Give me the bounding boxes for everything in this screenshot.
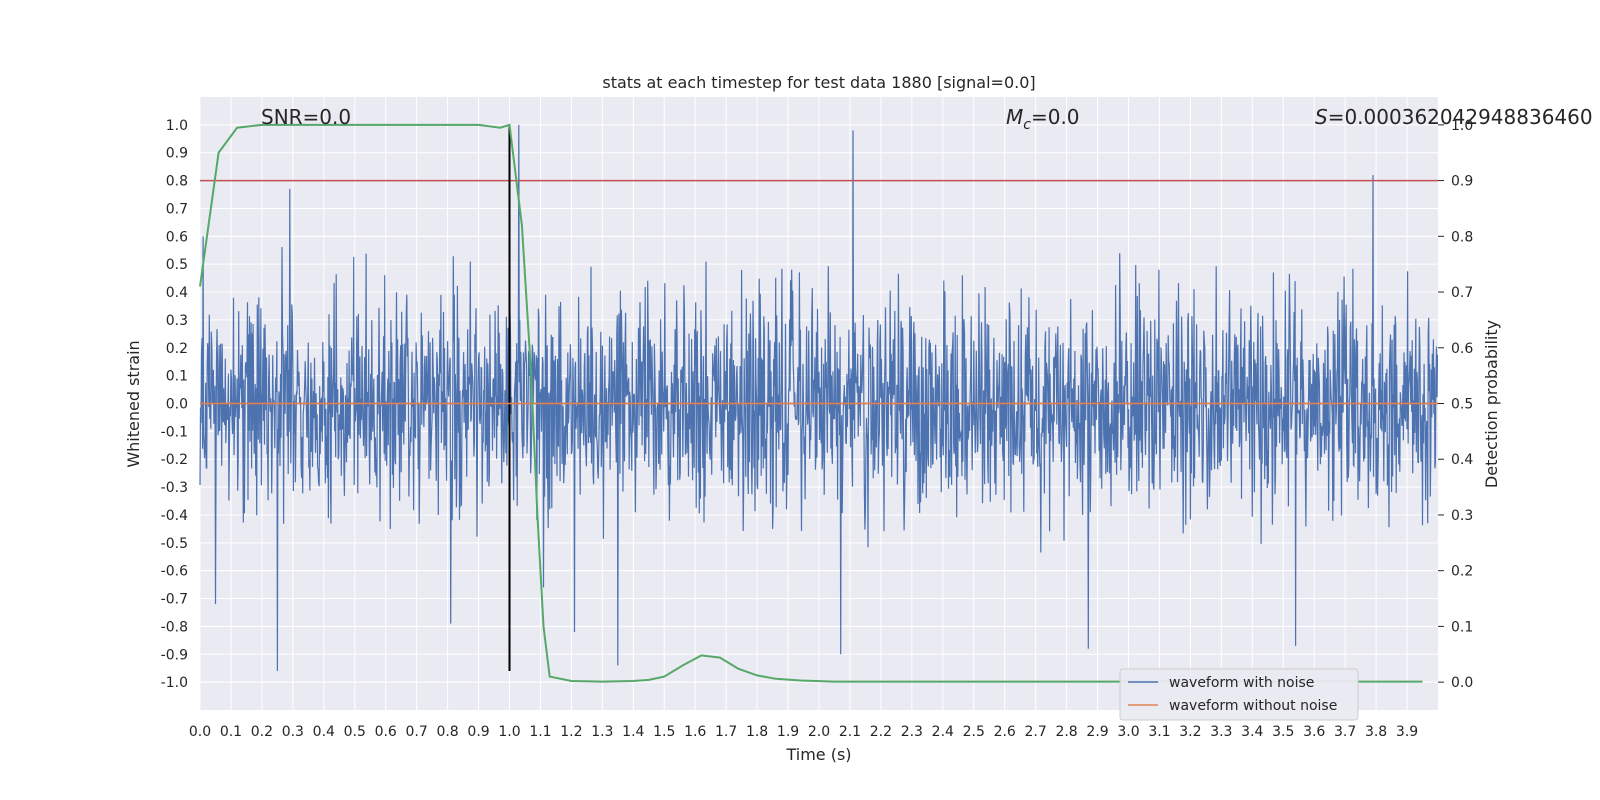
s-annotation: S=0.000362042948836460 — [1315, 105, 1593, 129]
y-ticks: 1.0 0.9 0.8 0.7 0.6 0.5 0.4 0.3 0.2 0.1 0.0 -0.1 -0.… — [161, 118, 188, 691]
x-tick-label: 1.3 — [591, 724, 613, 740]
x-tick-label: 3.7 — [1334, 724, 1356, 740]
y-ticks-right: 1.0 0.9 0.8 0.7 0.6 0.5 0.4 0.3 0.2 0.1 0.0 — [1438, 118, 1473, 691]
y-right-tick-label: 0.0 — [1451, 675, 1473, 691]
x-tick-label: 1.9 — [777, 724, 799, 740]
y-right-tick-label: 0.6 — [1451, 341, 1473, 357]
y-tick-label: -0.8 — [161, 619, 188, 635]
mc-value: =0.0 — [1031, 105, 1080, 129]
x-tick-label: 2.5 — [963, 724, 985, 740]
x-tick-label: 3.8 — [1365, 724, 1387, 740]
y-right-tick-label: 0.1 — [1451, 619, 1473, 635]
x-tick-label: 1.5 — [653, 724, 675, 740]
y-right-tick-label: 0.7 — [1451, 285, 1473, 301]
x-tick-label: 2.9 — [1086, 724, 1108, 740]
y-right-tick-label: 0.9 — [1451, 174, 1473, 190]
x-tick-label: 3.6 — [1303, 724, 1325, 740]
x-tick-label: 3.4 — [1241, 724, 1263, 740]
x-tick-label: 2.1 — [839, 724, 861, 740]
legend-box — [1119, 668, 1359, 721]
detection-probability-line — [199, 123, 1423, 683]
x-tick-label: 2.2 — [870, 724, 892, 740]
x-tick-label: 0.8 — [436, 724, 458, 740]
y-tick-label: -0.1 — [161, 424, 188, 440]
y-tick-label: 0.1 — [166, 369, 188, 385]
x-tick-label: 3.5 — [1272, 724, 1294, 740]
mc-annotation: Mc=0.0 — [1006, 105, 1080, 133]
x-tick-label: 2.3 — [901, 724, 923, 740]
y-tick-label: 0.4 — [166, 285, 188, 301]
x-tick-label: 3.2 — [1179, 724, 1201, 740]
chart-title: stats at each timestep for test data 188… — [602, 73, 1035, 92]
y-tick-label: 1.0 — [166, 118, 188, 134]
x-tick-label: 0.9 — [467, 724, 489, 740]
y-tick-label: 0.9 — [166, 146, 188, 162]
y-right-tick-label: 0.5 — [1451, 397, 1473, 413]
mc-subscript: c — [1023, 117, 1031, 133]
s-symbol: S — [1315, 105, 1328, 129]
x-tick-label: 1.7 — [715, 724, 737, 740]
x-tick-label: 3.9 — [1396, 724, 1418, 740]
mc-symbol: M — [1006, 105, 1023, 129]
snr-annotation: SNR=0.0 — [261, 105, 351, 129]
legend-label-noise: waveform with noise — [1169, 675, 1314, 691]
y-tick-label: 0.7 — [166, 201, 188, 217]
y-tick-label: 0.3 — [166, 313, 188, 329]
y-tick-label: 0.0 — [166, 397, 188, 413]
x-tick-label: 3.0 — [1117, 724, 1139, 740]
x-tick-label: 3.3 — [1210, 724, 1232, 740]
x-tick-label: 1.4 — [622, 724, 644, 740]
x-tick-label: 0.7 — [406, 724, 428, 740]
y-tick-label: -0.9 — [161, 647, 188, 663]
s-value: =0.000362042948836460 — [1328, 105, 1593, 129]
y-tick-label: 0.2 — [166, 341, 188, 357]
y-axis-label: Whitened strain — [124, 340, 143, 467]
legend-label-clean: waveform without noise — [1169, 698, 1337, 714]
chart-lines — [199, 123, 1438, 683]
noise-waveform-line — [199, 124, 1439, 672]
x-tick-label: 0.1 — [220, 724, 242, 740]
y-tick-label: -0.2 — [161, 452, 188, 468]
x-tick-label: 0.5 — [344, 724, 366, 740]
x-tick-label: 2.4 — [932, 724, 954, 740]
y-tick-label: 0.6 — [166, 229, 188, 245]
x-tick-label: 2.8 — [1055, 724, 1077, 740]
x-tick-label: 2.6 — [994, 724, 1016, 740]
y-tick-label: -1.0 — [161, 675, 188, 691]
y-right-tick-label: 0.4 — [1451, 452, 1473, 468]
y-tick-label: -0.6 — [161, 564, 188, 580]
y-tick-label: 0.5 — [166, 257, 188, 273]
y-tick-label: -0.5 — [161, 536, 188, 552]
x-ticks: 0.0 0.1 0.2 0.3 0.4 0.5 0.6 0.7 0.8 0.9 1.0 1.1 1.2 1… — [189, 724, 1418, 740]
y-tick-label: -0.3 — [161, 480, 188, 496]
x-tick-label: 0.0 — [189, 724, 211, 740]
y-right-tick-label: 0.2 — [1451, 564, 1473, 580]
y-tick-label: -0.4 — [161, 508, 188, 524]
legend: waveform with noise waveform without noi… — [1119, 668, 1359, 721]
x-tick-label: 0.2 — [251, 724, 273, 740]
x-tick-label: 0.6 — [375, 724, 397, 740]
x-axis-label: Time (s) — [785, 745, 851, 764]
x-tick-label: 2.7 — [1025, 724, 1047, 740]
x-tick-label: 1.8 — [746, 724, 768, 740]
x-tick-label: 2.0 — [808, 724, 830, 740]
noise-waveform — [199, 124, 1439, 672]
x-tick-label: 3.1 — [1148, 724, 1170, 740]
x-tick-label: 1.0 — [498, 724, 520, 740]
x-tick-label: 1.6 — [684, 724, 706, 740]
x-tick-label: 1.2 — [560, 724, 582, 740]
y-tick-label: 0.8 — [166, 174, 188, 190]
x-tick-label: 1.1 — [529, 724, 551, 740]
y-axis-label-right: Detection probability — [1482, 320, 1501, 488]
y-right-tick-label: 0.3 — [1451, 508, 1473, 524]
y-right-tick-label: 0.8 — [1451, 229, 1473, 245]
y-tick-label: -0.7 — [161, 592, 188, 608]
y-right-tick-label: 1.0 — [1451, 118, 1473, 134]
x-tick-label: 0.4 — [313, 724, 335, 740]
x-tick-label: 0.3 — [282, 724, 304, 740]
